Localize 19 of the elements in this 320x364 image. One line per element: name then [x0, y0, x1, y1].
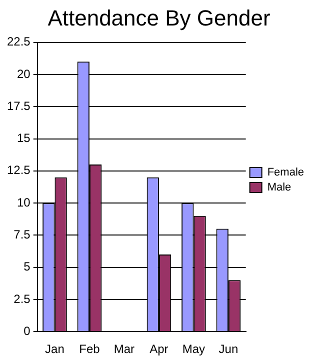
y-tick-label: 5	[24, 260, 31, 274]
x-tick-label: Feb	[79, 342, 100, 356]
x-tick-label: Jun	[218, 342, 238, 356]
chart-title: Attendance By Gender	[48, 5, 270, 30]
y-tick-label: 17.5	[6, 98, 31, 113]
y-tick-label: 22.5	[6, 34, 31, 49]
x-tick-label: Mar	[114, 342, 135, 356]
x-tick-label: Jan	[45, 342, 64, 356]
y-tick-label: 0	[24, 324, 31, 338]
y-tick-label: 2.5	[14, 292, 31, 306]
legend-label: Male	[267, 182, 292, 194]
y-tick-label: 15	[16, 131, 31, 146]
y-tick-label: 7.5	[14, 228, 31, 242]
x-tick-label: May	[182, 342, 206, 356]
y-tick-label: 10	[16, 195, 31, 210]
y-tick-label: 20	[16, 66, 31, 81]
y-tick-label: 12.5	[6, 163, 31, 178]
x-tick-label: Apr	[150, 342, 168, 356]
legend-label: Female	[267, 166, 304, 179]
